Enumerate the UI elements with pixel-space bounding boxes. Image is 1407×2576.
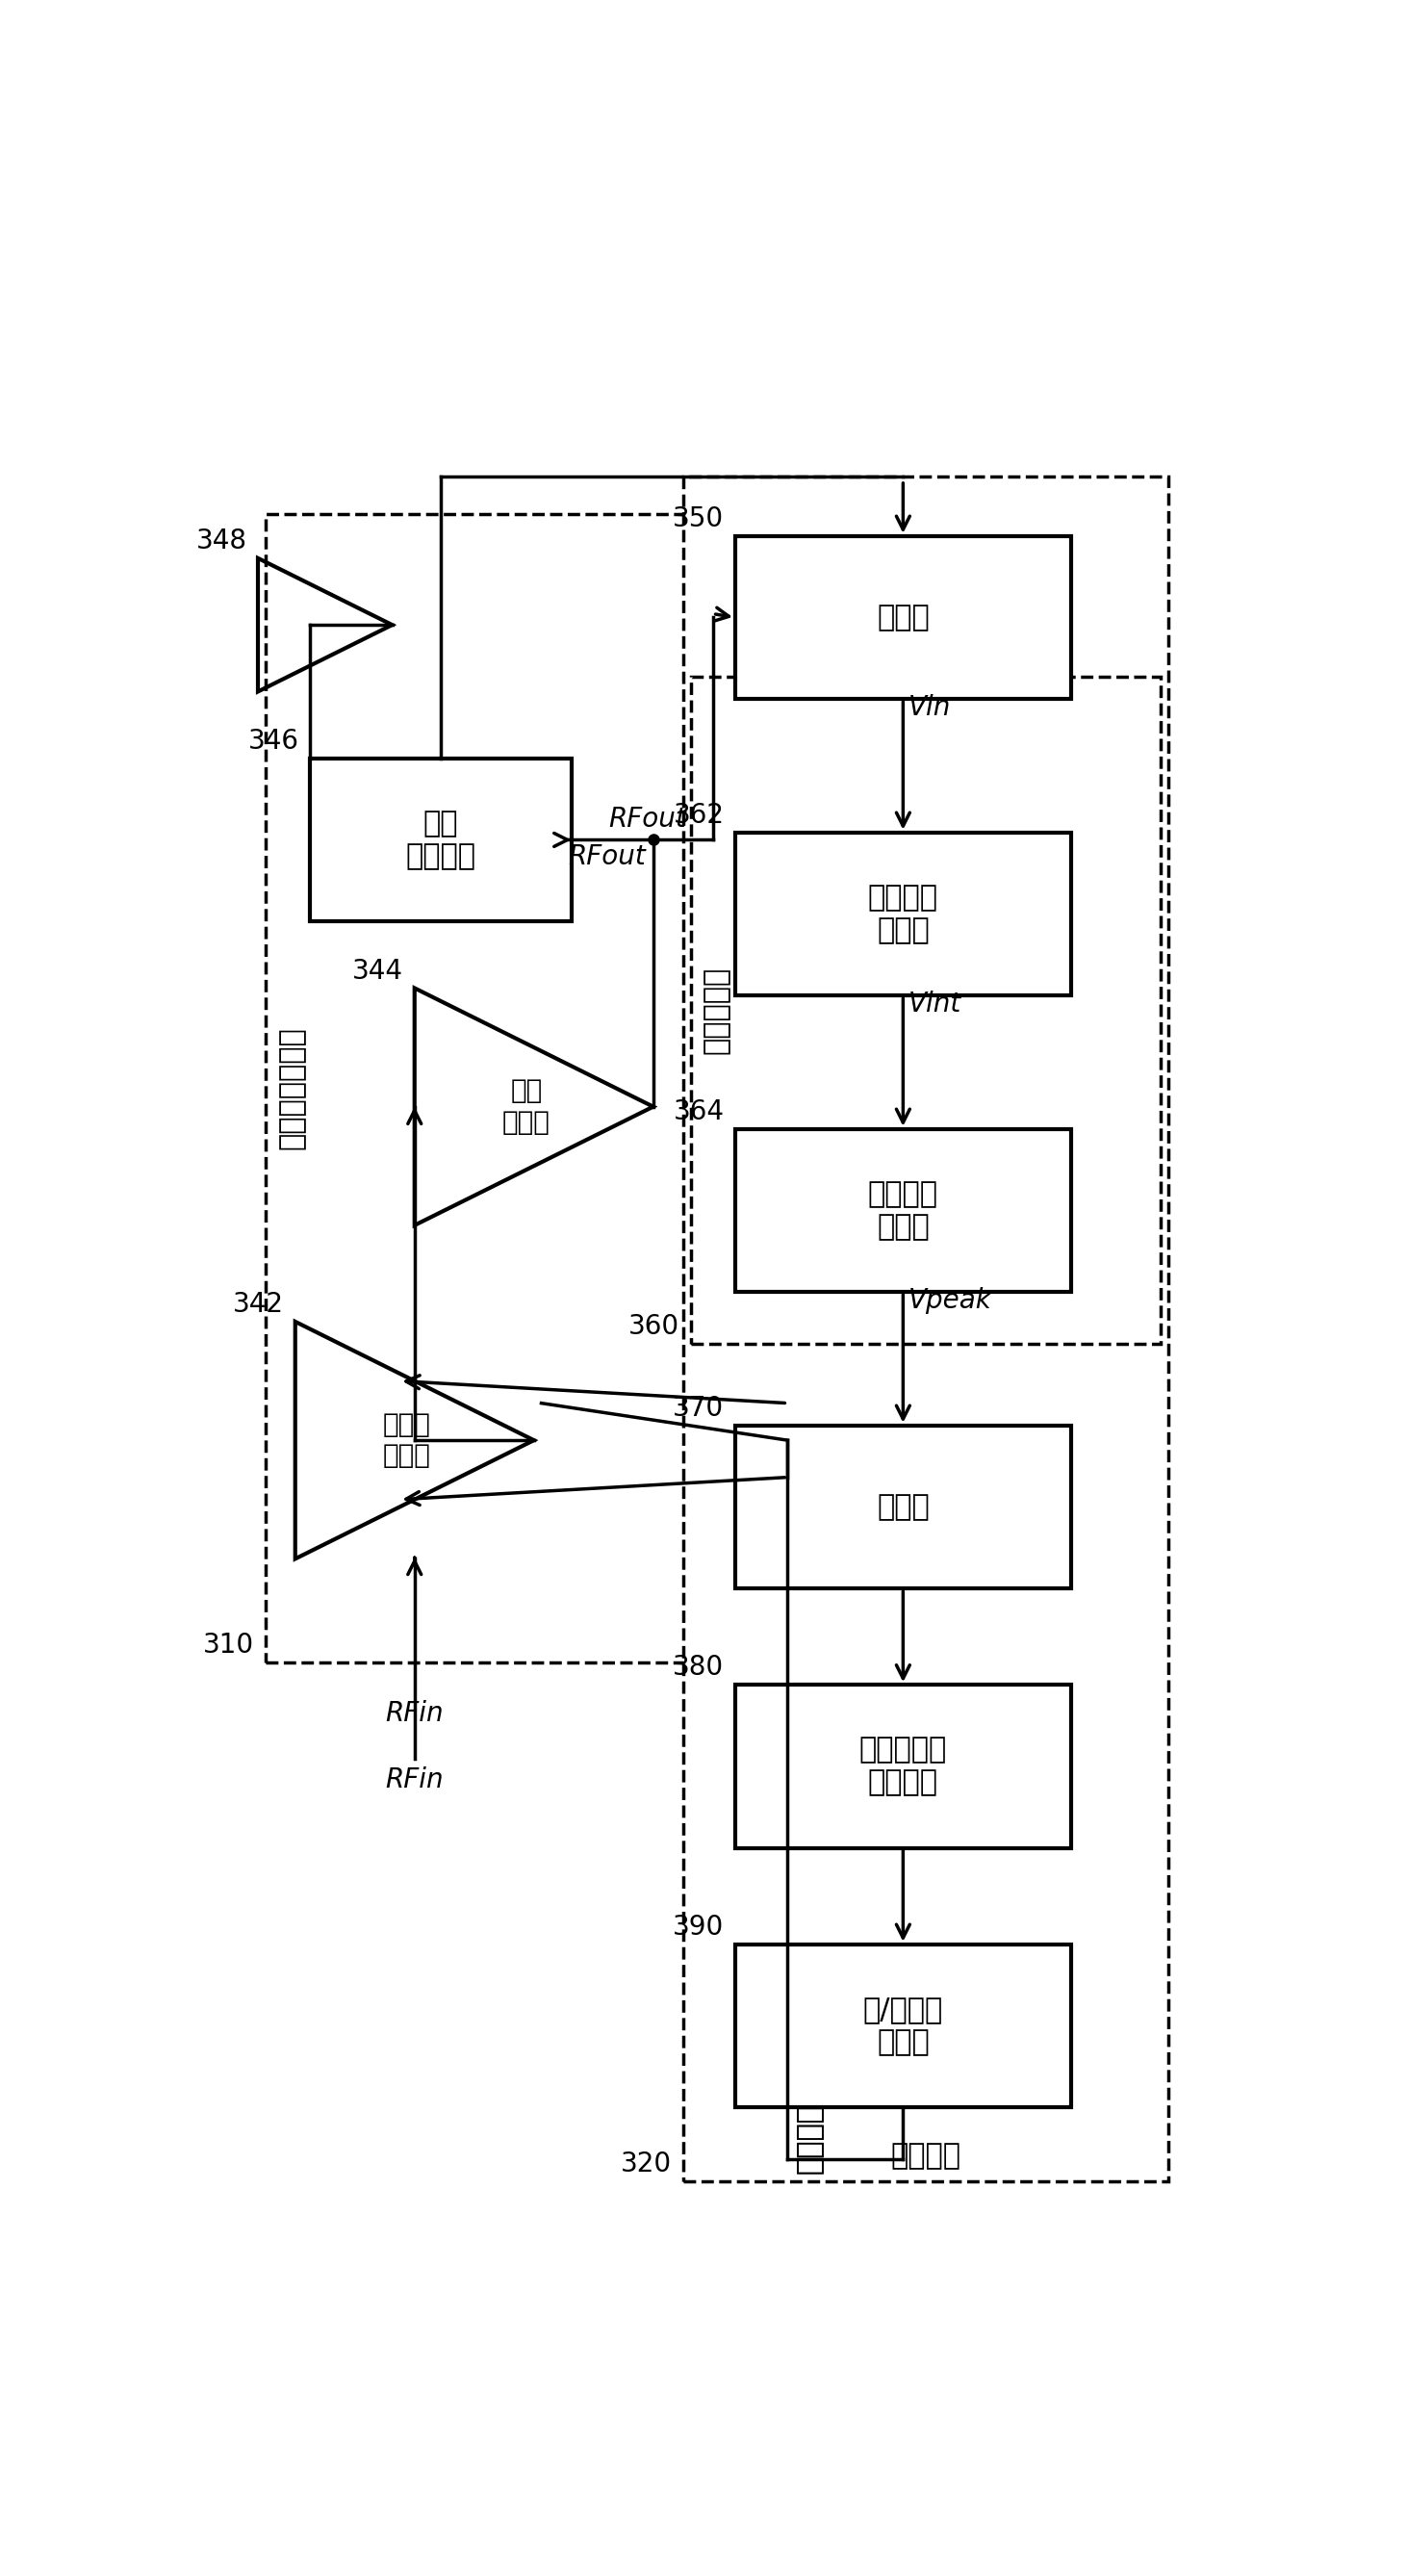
- Text: 防来回切换
控制电路: 防来回切换 控制电路: [860, 1736, 947, 1795]
- Text: Vint: Vint: [909, 992, 961, 1018]
- Text: 峰值检测器: 峰值检测器: [702, 966, 730, 1054]
- Text: 驱动器
放大器: 驱动器 放大器: [383, 1412, 431, 1468]
- Text: 360: 360: [628, 1314, 680, 1340]
- Bar: [310, 757, 571, 922]
- Text: 功率
放大器: 功率 放大器: [502, 1077, 550, 1136]
- Text: 增益控制: 增益控制: [796, 2105, 823, 2174]
- Text: RFout: RFout: [608, 806, 687, 832]
- Bar: [736, 1945, 1071, 2107]
- Text: 344: 344: [352, 958, 404, 984]
- Text: RFout: RFout: [568, 842, 646, 871]
- Text: 输出
匹配电路: 输出 匹配电路: [405, 809, 476, 871]
- Bar: [736, 536, 1071, 698]
- Text: 364: 364: [673, 1097, 725, 1126]
- Text: 功率放大器模块: 功率放大器模块: [277, 1028, 305, 1149]
- Text: 热/二进制
编码器: 热/二进制 编码器: [862, 1996, 943, 2056]
- Text: 380: 380: [673, 1654, 725, 1682]
- Bar: [266, 513, 788, 1662]
- Text: Vpeak: Vpeak: [909, 1288, 992, 1314]
- Text: 320: 320: [620, 2151, 673, 2177]
- Bar: [736, 1685, 1071, 1847]
- Text: Vin: Vin: [909, 696, 951, 721]
- Text: 348: 348: [196, 528, 246, 554]
- Bar: [736, 832, 1071, 994]
- Text: 衰减器: 衰减器: [877, 603, 930, 631]
- Text: 增益控制: 增益控制: [796, 2105, 823, 2174]
- Text: 346: 346: [248, 726, 298, 755]
- Text: 比较器: 比较器: [877, 1494, 930, 1520]
- Bar: [736, 1128, 1071, 1293]
- Text: 350: 350: [673, 505, 725, 533]
- Text: 342: 342: [234, 1291, 284, 1319]
- Text: 第二峰值
检测器: 第二峰值 检测器: [868, 1180, 938, 1242]
- Text: 362: 362: [673, 801, 725, 829]
- Text: 第一峰值
检测器: 第一峰值 检测器: [868, 884, 938, 943]
- Text: 保护电路: 保护电路: [891, 2141, 961, 2169]
- Text: 310: 310: [203, 1633, 255, 1659]
- Bar: [682, 477, 1168, 2182]
- Bar: [736, 1425, 1071, 1589]
- Text: RFin: RFin: [386, 1767, 443, 1793]
- Bar: [691, 677, 1161, 1345]
- Text: RFin: RFin: [386, 1700, 443, 1726]
- Text: 390: 390: [673, 1914, 725, 1940]
- Text: 370: 370: [673, 1394, 725, 1422]
